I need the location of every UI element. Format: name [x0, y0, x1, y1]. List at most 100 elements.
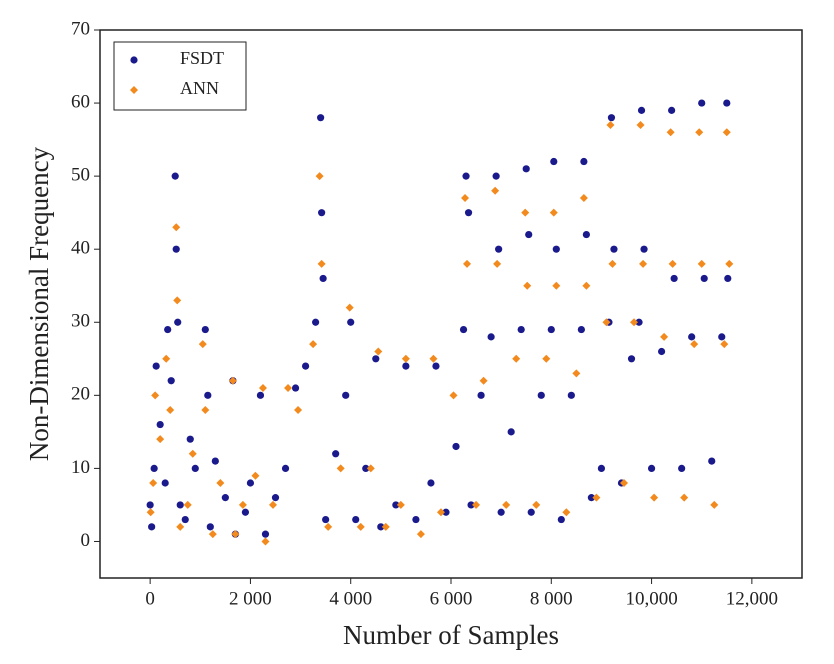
data-point — [152, 362, 160, 370]
data-point — [522, 165, 530, 173]
y-tick-label: 60 — [71, 91, 90, 112]
data-point — [347, 318, 355, 326]
data-point — [463, 259, 472, 268]
data-point — [291, 384, 300, 392]
data-point — [258, 384, 267, 393]
y-tick-label: 70 — [71, 18, 90, 39]
data-point — [188, 449, 197, 458]
x-tick-label: 12,000 — [726, 588, 778, 609]
data-point — [495, 245, 503, 253]
data-point — [502, 500, 511, 509]
data-point — [542, 354, 551, 363]
data-point — [312, 318, 320, 326]
data-point — [449, 391, 458, 400]
data-point — [647, 464, 656, 472]
x-tick-label: 2 000 — [229, 588, 272, 609]
data-point — [477, 391, 485, 399]
data-point — [301, 362, 310, 370]
legend-marker — [130, 86, 138, 94]
data-point — [149, 479, 158, 488]
data-point — [161, 479, 169, 487]
data-point — [725, 259, 734, 268]
data-point — [640, 245, 648, 253]
data-point — [597, 464, 606, 472]
data-point — [497, 508, 505, 516]
data-point — [238, 500, 247, 509]
data-point — [550, 157, 558, 166]
data-point — [722, 128, 731, 137]
data-point — [577, 325, 585, 334]
data-point — [342, 391, 350, 399]
data-point — [627, 355, 636, 363]
data-point — [557, 515, 565, 524]
data-point — [261, 537, 270, 546]
data-point — [174, 318, 182, 326]
data-point — [487, 333, 495, 341]
data-point — [317, 114, 325, 122]
data-point — [442, 508, 450, 516]
data-point — [186, 435, 194, 443]
data-point — [461, 194, 470, 203]
data-point — [517, 325, 525, 334]
data-point — [698, 99, 706, 107]
data-point — [319, 274, 327, 283]
y-tick-label: 10 — [71, 457, 90, 478]
data-point — [201, 405, 210, 414]
data-point — [191, 464, 199, 472]
data-point — [281, 464, 290, 472]
data-point — [523, 281, 532, 290]
data-point — [166, 405, 175, 414]
data-point — [427, 479, 435, 487]
data-point — [700, 274, 708, 283]
data-point — [635, 318, 643, 326]
data-point — [720, 340, 729, 349]
data-point — [680, 493, 689, 502]
data-point — [479, 376, 488, 385]
data-point — [650, 493, 659, 502]
data-point — [271, 494, 280, 502]
data-point — [668, 106, 676, 114]
data-point — [690, 340, 699, 349]
data-point — [708, 457, 716, 465]
data-point — [668, 259, 677, 268]
data-point — [582, 281, 591, 290]
data-point — [493, 259, 502, 268]
data-point — [660, 332, 669, 341]
data-point — [402, 362, 410, 370]
data-point — [723, 99, 731, 107]
data-point — [216, 479, 225, 488]
data-point — [315, 172, 324, 181]
data-point — [521, 208, 530, 217]
data-point — [198, 340, 207, 349]
data-point — [261, 530, 270, 538]
legend-box — [113, 41, 247, 111]
data-point — [172, 223, 181, 232]
data-point — [377, 523, 385, 531]
data-point — [432, 362, 440, 370]
data-point — [562, 508, 571, 517]
data-point — [372, 355, 380, 363]
data-point — [318, 209, 326, 217]
data-point — [171, 172, 179, 180]
data-point — [532, 500, 541, 509]
data-point — [580, 157, 588, 166]
data-point — [309, 340, 318, 349]
legend-label: ANN — [180, 78, 219, 98]
data-point — [173, 296, 182, 305]
x-tick-label: 0 — [145, 588, 155, 609]
data-point — [547, 325, 555, 334]
data-point — [412, 515, 420, 524]
legend-label: FSDT — [180, 48, 224, 68]
data-point — [472, 500, 481, 509]
data-point — [241, 508, 250, 516]
data-point — [332, 450, 340, 458]
data-point — [176, 522, 185, 531]
data-point — [572, 369, 581, 378]
data-point — [148, 523, 156, 531]
data-point — [606, 120, 615, 129]
x-tick-label: 8 000 — [530, 588, 573, 609]
data-point — [221, 494, 229, 502]
data-point — [537, 391, 545, 399]
data-point — [582, 230, 590, 239]
